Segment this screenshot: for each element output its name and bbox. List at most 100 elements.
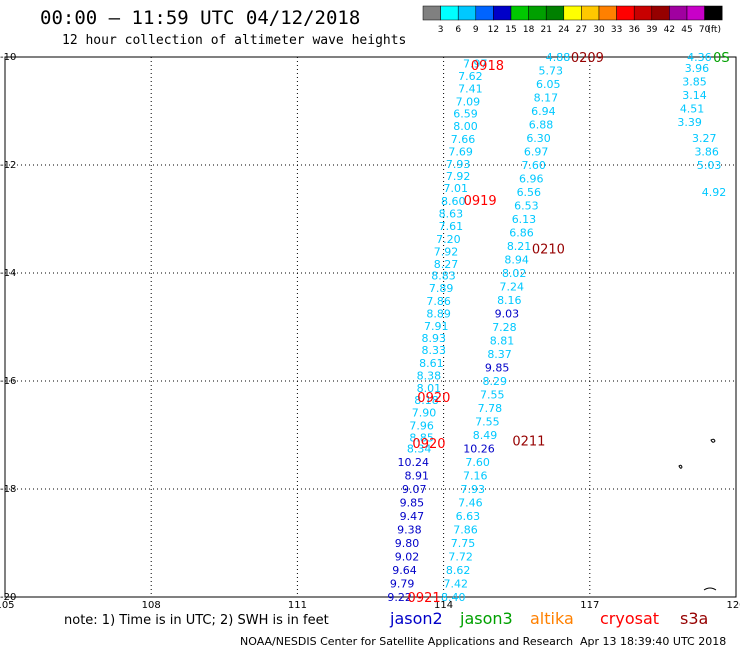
swh-value-label: 9.79 (390, 578, 415, 591)
swh-value-label: 7.55 (480, 389, 505, 402)
swh-value-label: 6.53 (514, 200, 539, 213)
swh-value-label: 6.56 (517, 186, 542, 199)
swh-value-label: 6.97 (524, 146, 549, 159)
swh-value-label: 7.72 (448, 551, 473, 564)
swh-value-label: 6.59 (453, 108, 478, 121)
pass-time-label: 0920 (417, 391, 450, 406)
swh-value-label: 6.96 (519, 173, 544, 186)
swh-value-label: 7.96 (409, 419, 434, 432)
color-scale-swatch (563, 5, 582, 21)
swh-value-label: 7.92 (434, 245, 459, 258)
color-scale-label: 6 (455, 25, 461, 35)
swh-value-label: 7.66 (451, 133, 476, 146)
y-tick-label: -18 (0, 484, 16, 495)
swh-value-label: 5.73 (538, 65, 563, 78)
swh-value-label: 3.85 (682, 75, 707, 88)
y-tick-label: -16 (0, 376, 16, 387)
swh-value-label: 8.27 (434, 258, 459, 271)
swh-value-label: 8.93 (422, 332, 447, 345)
swh-value-label: 7.46 (458, 497, 483, 510)
swh-value-label: 8.63 (439, 208, 464, 221)
swh-value-label: 7.24 (500, 281, 525, 294)
color-scale-label: 33 (611, 25, 622, 35)
plot-area (4, 56, 737, 598)
swh-value-label: 4.88 (546, 51, 571, 64)
swh-value-label: 7.41 (458, 82, 483, 95)
swh-value-label: 4.92 (702, 186, 727, 199)
swh-value-label: 7.55 (475, 416, 500, 429)
color-scale-label: 15 (505, 25, 516, 35)
swh-value-label: 8.91 (404, 470, 429, 483)
color-scale-unit: (ft) (707, 25, 721, 35)
coastline-shape (703, 587, 717, 591)
footer-timestamp: Apr 13 18:39:40 UTC 2018 (580, 635, 726, 648)
swh-value-label: 10.26 (463, 443, 495, 456)
pass-time-label: 0918 (471, 59, 504, 74)
swh-value-label: 6.13 (512, 213, 537, 226)
swh-value-label: 8.49 (473, 429, 498, 442)
swh-value-label: 7.86 (453, 524, 478, 537)
swh-value-label: 8.18 (414, 394, 439, 407)
satellite-name: jason2 (389, 609, 443, 628)
swh-value-label: 7.78 (478, 402, 503, 415)
swh-value-label: 7.97 (463, 57, 488, 70)
swh-value-label: 8.21 (507, 240, 532, 253)
color-scale-swatch (633, 5, 653, 21)
swh-value-label: 7.61 (439, 220, 464, 233)
swh-value-label: 8.89 (426, 308, 451, 321)
swh-value-label: 9.07 (402, 483, 427, 496)
swh-value-label: 7.28 (492, 321, 517, 334)
color-scale-swatch (704, 5, 723, 21)
satellite-name: s3a (680, 609, 708, 628)
satellite-legend: jason2 jason3 altika cryosat s3a (389, 609, 708, 628)
chart-title: 00:00 – 11:59 UTC 04/12/2018 (40, 7, 360, 29)
swh-value-label: 7.89 (429, 282, 454, 295)
swh-values: 7.977.627.417.096.598.007.667.697.937.92… (387, 51, 726, 604)
color-scale-swatch (545, 5, 565, 21)
color-scale-swatch (686, 5, 705, 21)
swh-value-label: 7.20 (436, 233, 461, 246)
y-tick-label: -14 (0, 268, 16, 279)
pass-time-label: 0211 (512, 434, 545, 449)
swh-value-label: 7.69 (448, 146, 473, 159)
island-shape (710, 438, 716, 443)
footer-note: note: 1) Time is in UTC; 2) SWH is in fe… (64, 613, 329, 628)
swh-value-label: 3.86 (694, 146, 719, 159)
swh-value-label: 7.90 (412, 406, 437, 419)
y-tick-label: -12 (0, 160, 16, 171)
color-scale-swatch (528, 5, 547, 21)
swh-value-label: 8.38 (417, 370, 442, 383)
swh-value-label: 8.29 (482, 375, 507, 388)
color-scale-label: 12 (488, 25, 499, 35)
satellite-name: jason3 (459, 609, 513, 628)
swh-value-label: 7.86 (426, 295, 451, 308)
swh-value-label: 4.36 (687, 51, 712, 64)
color-scale-label: 30 (593, 25, 605, 35)
swh-value-label: 8.37 (487, 348, 512, 361)
pass-labels: 0918 0209 0919 0210 0920 0920 0211 0921 0S (408, 51, 730, 606)
x-tick-label: 117 (580, 600, 599, 611)
chart-subtitle: 12 hour collection of altimeter wave hei… (62, 33, 406, 48)
color-scale-swatch (493, 5, 512, 21)
color-scale-label: 27 (576, 25, 587, 35)
color-scale-swatch (669, 5, 688, 21)
swh-value-label: 3.27 (692, 132, 717, 145)
satellite-name: cryosat (600, 609, 659, 628)
swh-value-label: 7.01 (443, 182, 468, 195)
swh-value-label: 10.24 (397, 456, 429, 469)
color-scale-swatch (651, 5, 670, 21)
color-scale-label: 3 (438, 25, 444, 35)
swh-value-label: 8.01 (417, 382, 442, 395)
color-scale-label: 21 (540, 25, 551, 35)
swh-value-label: 9.03 (495, 308, 520, 321)
color-scale-swatch (422, 5, 441, 21)
swh-value-label: 7.93 (461, 483, 486, 496)
swh-value-label: 7.91 (424, 320, 449, 333)
pass-time-label: 0921 (408, 591, 441, 606)
color-scale-legend: 3 6 9 12 15 18 21 24 27 30 33 36 39 42 45 70(ft) (422, 5, 723, 35)
pass-time-label: 0209 (571, 51, 604, 66)
x-tick-label: 111 (288, 600, 307, 611)
swh-value-label: 7.62 (458, 70, 483, 83)
swh-value-label: 9.85 (485, 362, 510, 375)
